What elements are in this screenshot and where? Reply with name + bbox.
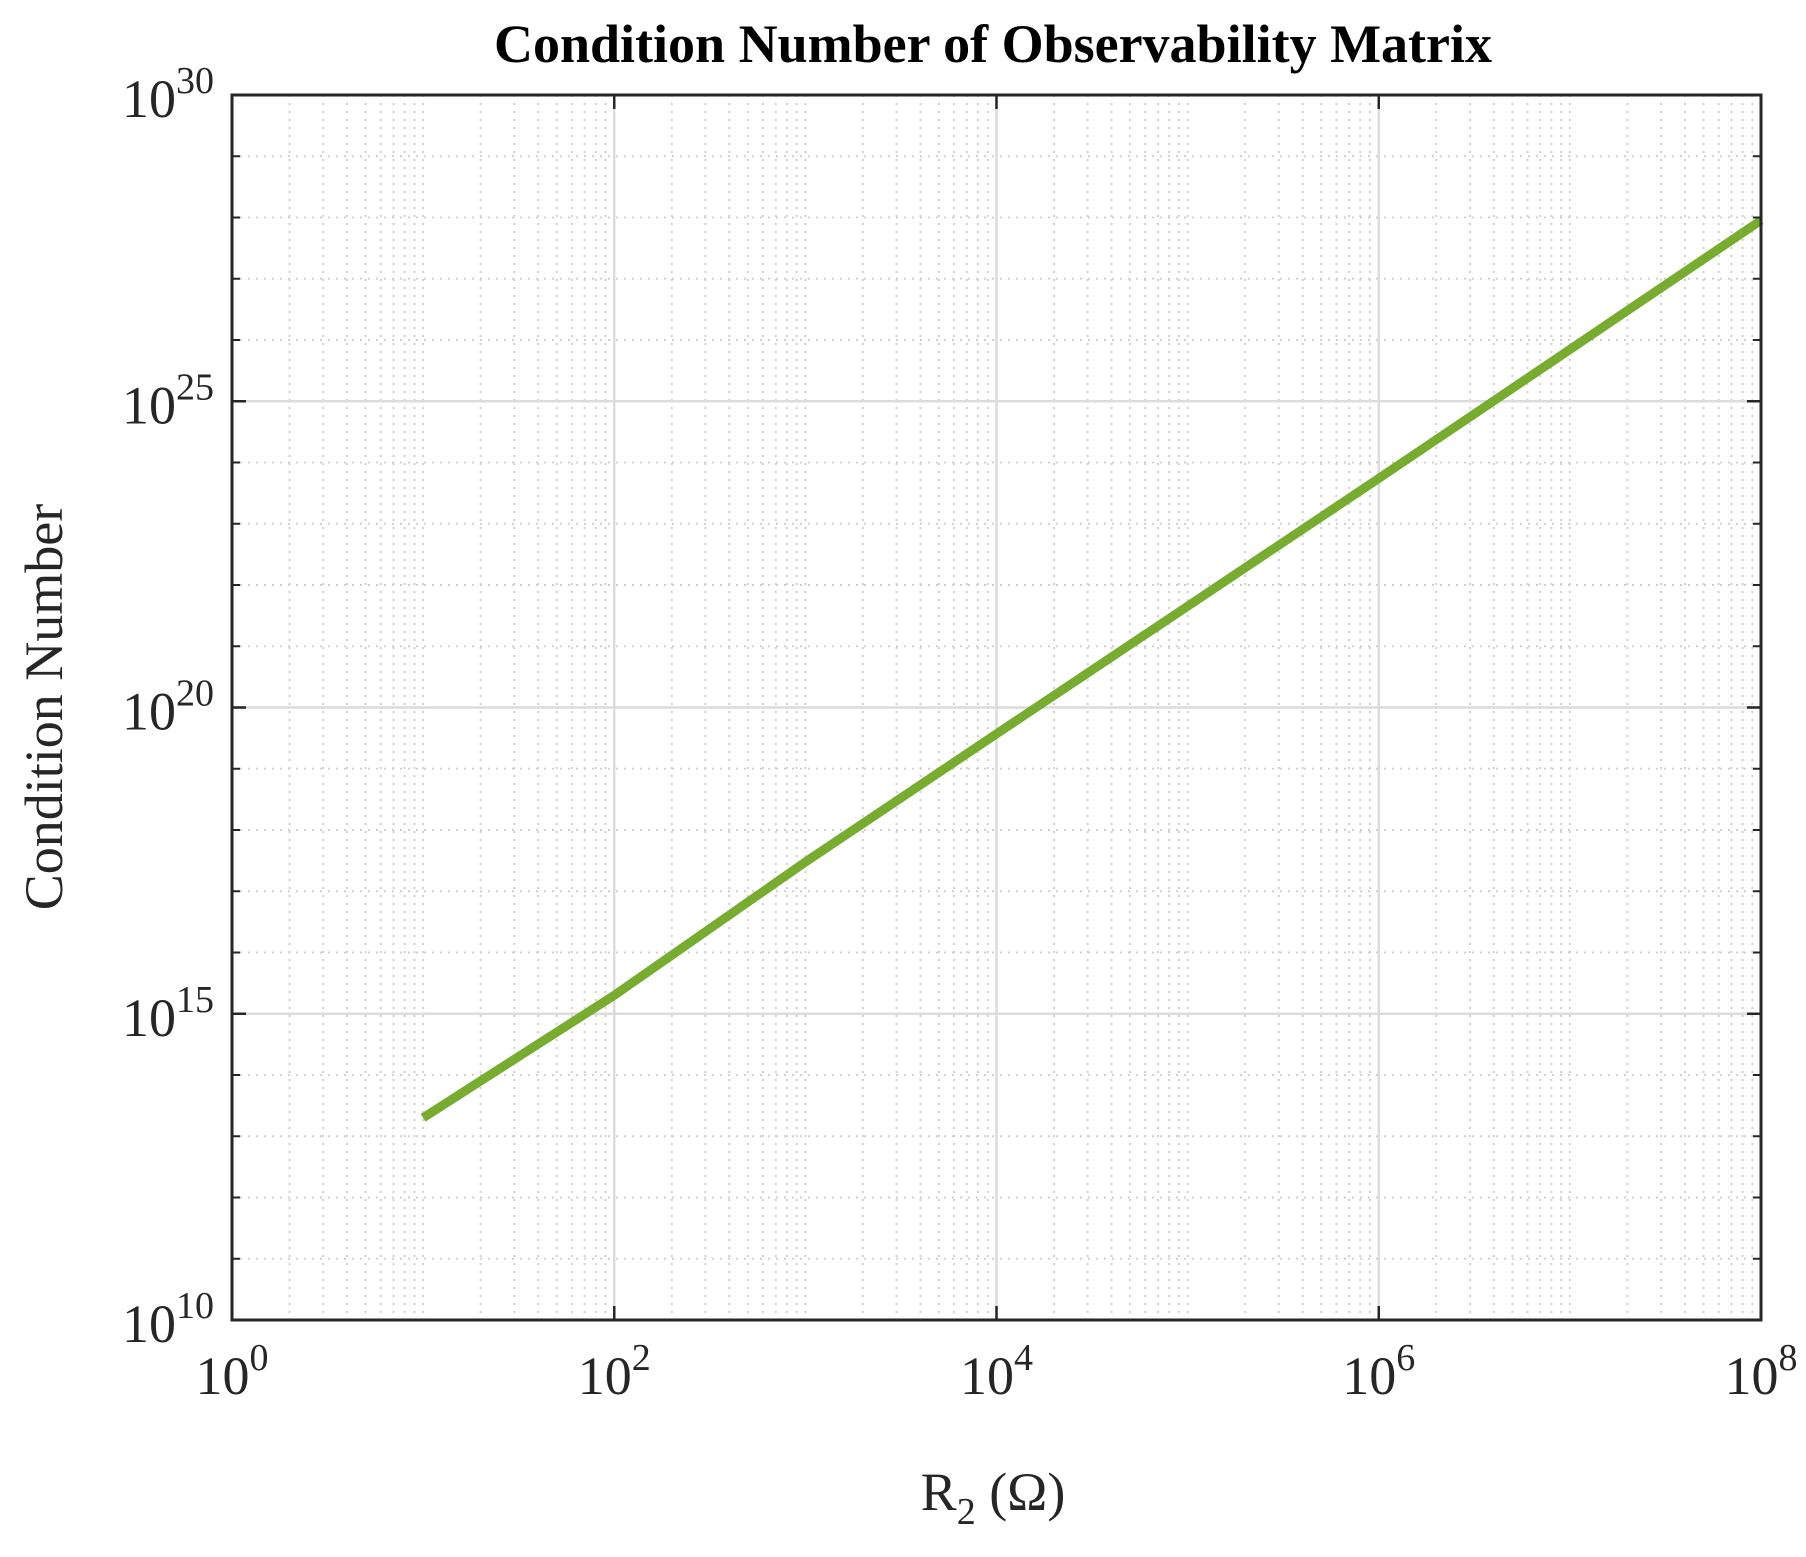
x-axis-label: R2 (Ω) <box>921 1462 1066 1533</box>
y-tick-label-exponent: 10 <box>176 1285 214 1327</box>
tick-layer <box>230 93 1763 1322</box>
x-tick-label-base: 10 <box>960 1346 1014 1406</box>
x-tick-label-exponent: 0 <box>250 1337 269 1379</box>
x-axis-label-main: R <box>921 1462 957 1522</box>
y-tick-label-exponent: 15 <box>176 979 214 1021</box>
y-tick-label-base: 10 <box>122 1294 176 1354</box>
x-tick-label: 102 <box>578 1337 651 1406</box>
y-tick-label: 1020 <box>122 673 214 742</box>
x-tick-label-base: 10 <box>1342 1346 1396 1406</box>
x-tick-label-base: 10 <box>196 1346 250 1406</box>
x-tick-label: 106 <box>1342 1337 1415 1406</box>
x-tick-label: 104 <box>960 1337 1033 1406</box>
x-tick-label: 100 <box>196 1337 269 1406</box>
chart-title: Condition Number of Observability Matrix <box>494 14 1492 74</box>
grid-layer <box>232 95 1761 1320</box>
x-tick-labels: 100 102 104 106 108 <box>196 1337 1798 1406</box>
x-tick-label-base: 10 <box>1725 1346 1779 1406</box>
series-line-condition-number <box>420 216 1764 1122</box>
y-tick-label: 1025 <box>122 366 214 435</box>
y-tick-label: 1030 <box>122 60 214 129</box>
y-tick-label-exponent: 20 <box>176 673 214 715</box>
y-tick-label: 1010 <box>122 1285 214 1354</box>
x-tick-label-exponent: 8 <box>1779 1337 1798 1379</box>
y-tick-label-exponent: 25 <box>176 366 214 408</box>
y-tick-label-base: 10 <box>122 69 176 129</box>
series-layer <box>420 216 1764 1122</box>
x-tick-label-exponent: 2 <box>632 1337 651 1379</box>
x-tick-label-exponent: 6 <box>1396 1337 1415 1379</box>
x-tick-label: 108 <box>1725 1337 1798 1406</box>
y-tick-label-base: 10 <box>122 988 176 1048</box>
y-axis-label: Condition Number <box>14 504 74 910</box>
y-tick-label: 1015 <box>122 979 214 1048</box>
y-tick-label-base: 10 <box>122 682 176 742</box>
x-axis-label-subscript: 2 <box>957 1491 976 1533</box>
y-tick-label-exponent: 30 <box>176 60 214 102</box>
x-axis-label-unit: (Ω) <box>989 1462 1065 1522</box>
y-tick-label-base: 10 <box>122 375 176 435</box>
x-axis-label-unit-spacer <box>976 1462 990 1522</box>
x-tick-label-base: 10 <box>578 1346 632 1406</box>
x-tick-label-exponent: 4 <box>1014 1337 1033 1379</box>
